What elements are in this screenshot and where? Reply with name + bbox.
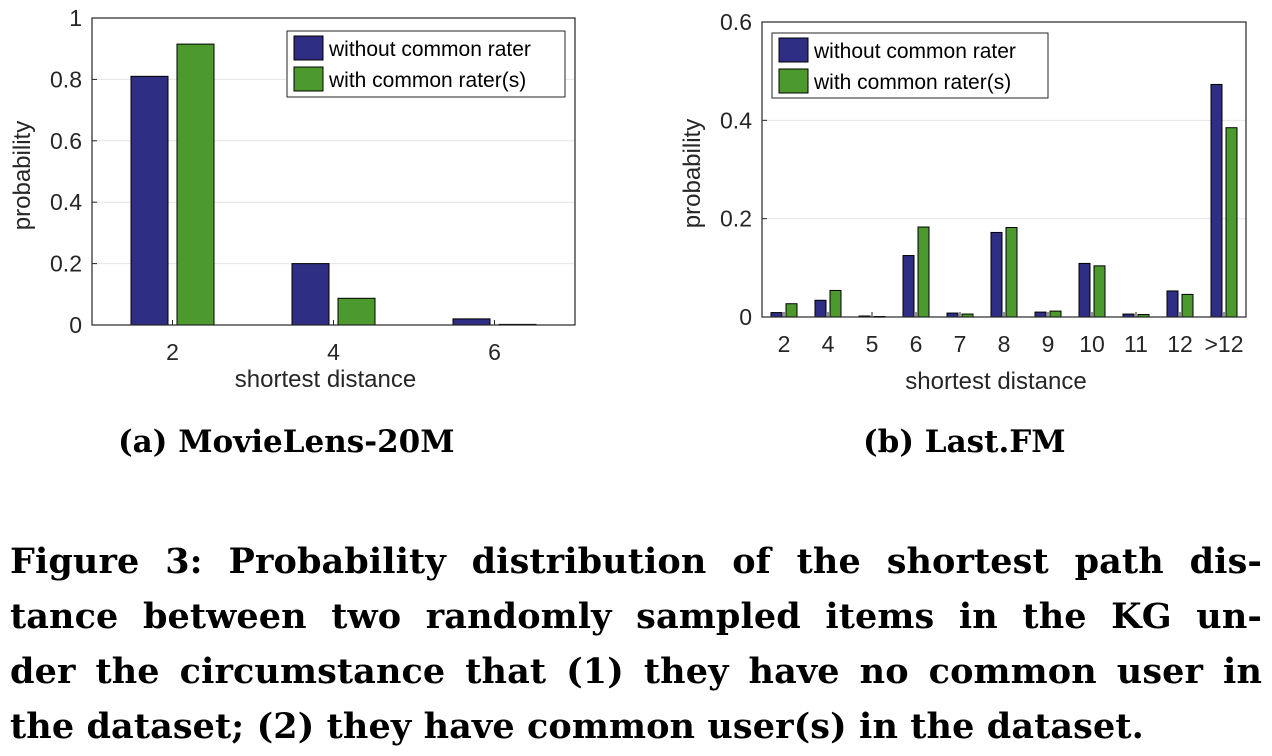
bar	[1225, 127, 1238, 318]
bar	[176, 43, 215, 326]
bar	[770, 312, 783, 318]
x-tick-label: 5	[866, 331, 879, 357]
bar	[337, 297, 376, 326]
figure-caption: Figure 3: Probability distribution of th…	[10, 534, 1262, 754]
caption-line: Figure 3: Probability distribution of th…	[10, 541, 1262, 582]
x-tick-label: 2	[166, 339, 179, 365]
x-axis-label: shortest distance	[905, 368, 1086, 395]
x-tick-label: 4	[327, 339, 340, 365]
bar	[1166, 290, 1179, 318]
legend-box	[771, 32, 1049, 99]
bar	[785, 303, 798, 318]
legend-label: without common rater	[328, 38, 531, 61]
caption-line: tance between two randomly sampled items…	[10, 596, 1262, 637]
bar	[1049, 310, 1062, 318]
x-tick-label: 11	[1124, 331, 1148, 357]
legend: without common rater with common rater(s)	[286, 30, 566, 98]
chart-lastfm: 2 4 5 6 7 8 9 10 11 12 >12 0 0.2 0.4 0.6 shortest dista…	[679, 9, 1247, 395]
y-axis-label: probability	[679, 119, 706, 228]
axes-frame	[91, 17, 576, 326]
x-tick-label: 9	[1042, 331, 1055, 357]
bar	[902, 255, 915, 318]
x-tick-label: 6	[488, 339, 501, 365]
legend-swatch	[293, 35, 324, 61]
y-tick-label: 0.2	[50, 251, 82, 277]
bar	[1210, 83, 1223, 318]
figure-charts: 2 4 6 0 0.2 0.4 0.6 0.8 1 shortest distance probab…	[9, 5, 1247, 395]
subcaption-b: (b) Last.FM	[863, 424, 1066, 460]
bar	[452, 318, 491, 326]
y-tick-label: 0.4	[50, 189, 82, 215]
chart-movielens: 2 4 6 0 0.2 0.4 0.6 0.8 1 shortest distance probab…	[9, 5, 576, 393]
legend-label: without common rater	[813, 40, 1016, 63]
x-tick-label: 12	[1167, 331, 1193, 357]
legend: without common rater with common rater(s)	[771, 32, 1049, 99]
caption-line: der the circumstance that (1) they have …	[10, 651, 1262, 692]
axes-frame	[761, 21, 1247, 318]
x-tick-label: 10	[1079, 331, 1105, 357]
legend-label: with common rater(s)	[813, 71, 1011, 94]
y-tick-label: 0	[739, 304, 752, 330]
x-axis-label: shortest distance	[235, 366, 416, 393]
subcaption-a: (a) MovieLens-20M	[118, 424, 455, 460]
legend-swatch	[293, 66, 324, 92]
bar	[1034, 311, 1047, 318]
legend-swatch	[778, 37, 809, 63]
y-tick-label: 0.2	[720, 206, 752, 232]
y-tick-label: 0.6	[720, 9, 752, 35]
bar	[814, 299, 827, 318]
bar	[917, 226, 930, 318]
y-tick-label: 0.8	[50, 66, 82, 92]
caption-line: the dataset; (2) they have common user(s…	[10, 706, 1144, 747]
bar	[990, 231, 1003, 318]
bar	[291, 263, 330, 326]
legend-swatch	[778, 68, 809, 94]
x-tick-label: 7	[954, 331, 967, 357]
y-tick-label: 0.4	[720, 107, 752, 133]
x-tick-label: 2	[778, 331, 791, 357]
y-tick-label: 1	[69, 5, 82, 31]
legend-box	[286, 30, 566, 98]
bar	[1005, 227, 1018, 318]
legend-label: with common rater(s)	[328, 69, 526, 92]
bar	[1093, 265, 1106, 318]
bar	[1181, 293, 1194, 318]
y-tick-label: 0	[69, 312, 82, 338]
x-tick-label: 8	[998, 331, 1011, 357]
bar	[130, 75, 169, 326]
x-tick-label: 4	[822, 331, 835, 357]
x-tick-label: >12	[1204, 331, 1243, 357]
y-tick-label: 0.6	[50, 128, 82, 154]
bar	[829, 289, 842, 318]
bar	[1078, 262, 1091, 318]
x-tick-label: 6	[910, 331, 923, 357]
y-axis-label: probability	[9, 121, 36, 230]
